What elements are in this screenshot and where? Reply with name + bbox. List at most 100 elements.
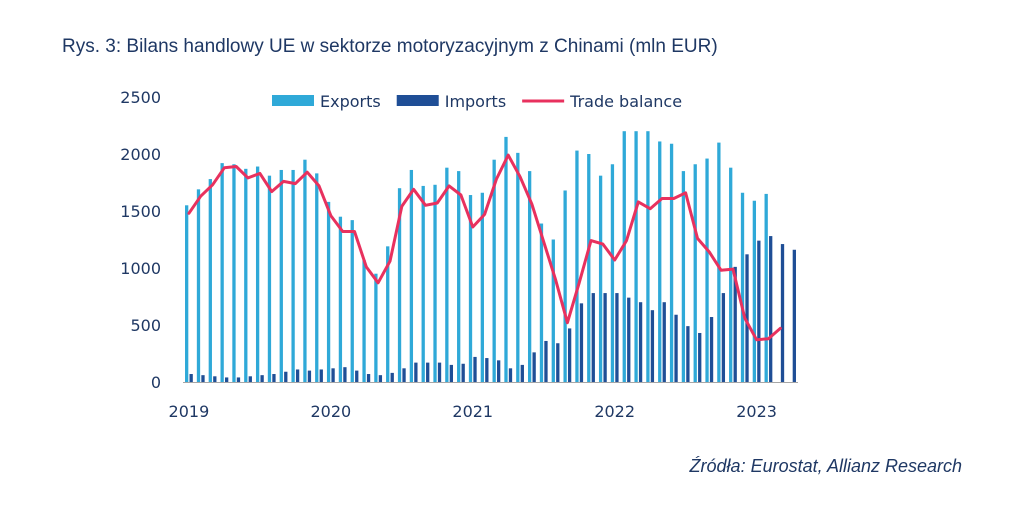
exports-bar (551, 239, 555, 382)
chart-title: Rys. 3: Bilans handlowy UE w sektorze mo… (62, 36, 718, 57)
y-tick-label: 500 (130, 316, 161, 335)
y-tick-label: 0 (151, 373, 161, 392)
exports-bar (634, 131, 638, 382)
imports-bar (414, 362, 418, 382)
x-axis: 2019 2020 2021 2022 2023 (169, 382, 798, 421)
exports-bar (362, 260, 366, 382)
exports-bar (480, 192, 484, 382)
y-tick-label: 1500 (120, 202, 161, 221)
exports-bar (610, 164, 615, 382)
imports-bar (366, 374, 371, 382)
imports-bar (638, 302, 643, 382)
y-axis: 0 500 1000 1500 2000 2500 (120, 88, 161, 392)
imports-bar (733, 266, 737, 382)
imports-bar (650, 310, 655, 382)
exports-bar (563, 190, 567, 382)
imports-bar (331, 368, 335, 382)
imports-bar (698, 332, 702, 382)
exports-bar (669, 143, 674, 382)
imports-bar (508, 368, 513, 382)
imports-bar (615, 293, 619, 382)
imports-bar (485, 358, 489, 382)
exports-bar (527, 171, 532, 382)
imports-bar (591, 293, 595, 382)
exports-bar (539, 223, 544, 382)
exports-bar (232, 164, 236, 382)
exports-bar (717, 142, 721, 382)
exports-bar (598, 175, 603, 382)
legend-label: Imports (445, 92, 506, 111)
trade-balance-layer (187, 153, 782, 342)
exports-bar (457, 171, 461, 382)
legend-label: Trade balance (569, 92, 682, 111)
exports-bar (764, 193, 768, 382)
exports-bar (208, 179, 212, 382)
legend: Exports Imports Trade balance (272, 92, 682, 111)
imports-bar (520, 364, 524, 382)
exports-bar (740, 192, 745, 382)
imports-bar (236, 377, 241, 382)
imports-bar (284, 371, 288, 382)
imports-bar (307, 370, 312, 382)
imports-bar (248, 376, 252, 382)
imports-bar (426, 362, 430, 382)
exports-bar (315, 173, 319, 382)
exports-bar (350, 220, 354, 382)
exports-bar (445, 167, 449, 382)
exports-bar (196, 189, 201, 382)
imports-bar (260, 375, 264, 382)
imports-bar (567, 328, 572, 382)
exports-bar (705, 158, 709, 382)
imports-bar (272, 374, 276, 382)
imports-bar (603, 293, 607, 382)
exports-bar (622, 131, 626, 382)
imports-bar (497, 360, 501, 382)
exports-bar (397, 188, 402, 382)
imports-bar (556, 343, 560, 382)
legend-label: Exports (320, 92, 381, 111)
exports-bar (409, 169, 414, 382)
exports-bar (244, 168, 248, 382)
imports-bar (757, 240, 761, 382)
exports-bar (693, 164, 697, 382)
x-tick-label: 2022 (594, 402, 635, 421)
x-tick-label: 2023 (736, 402, 777, 421)
exports-bar (433, 184, 437, 382)
y-tick-label: 1000 (120, 259, 161, 278)
exports-bar (492, 159, 496, 382)
imports-bar (769, 236, 773, 382)
exports-bar (421, 185, 425, 382)
exports-bar (255, 166, 260, 382)
imports-bar (792, 249, 796, 382)
imports-bar (461, 363, 465, 382)
imports-bar (544, 340, 548, 382)
trade-balance-line (187, 153, 782, 342)
imports-bar (627, 297, 631, 382)
imports-bar (189, 374, 193, 382)
exports-bar (267, 175, 272, 382)
exports-bar (338, 216, 343, 382)
imports-bar (343, 367, 347, 382)
exports-bar (185, 205, 189, 382)
exports-bar (587, 154, 591, 382)
exports-bar (752, 200, 757, 382)
imports-bar (686, 326, 690, 382)
y-tick-label: 2000 (120, 145, 161, 164)
imports-bar (319, 369, 323, 382)
exports-bar (279, 169, 283, 382)
exports-bar (386, 246, 390, 382)
legend-swatch-imports (396, 95, 439, 106)
exports-bar (504, 136, 508, 382)
exports-bar (220, 163, 224, 382)
imports-bar (721, 293, 726, 382)
bars (185, 131, 796, 382)
x-tick-label: 2019 (169, 402, 210, 421)
imports-bar (473, 356, 477, 382)
imports-bar (579, 303, 584, 382)
imports-bar (745, 254, 749, 382)
exports-bar (303, 159, 307, 382)
exports-bar (729, 167, 733, 382)
imports-bar (402, 368, 406, 382)
imports-bar (662, 302, 666, 382)
imports-bar (224, 377, 229, 382)
